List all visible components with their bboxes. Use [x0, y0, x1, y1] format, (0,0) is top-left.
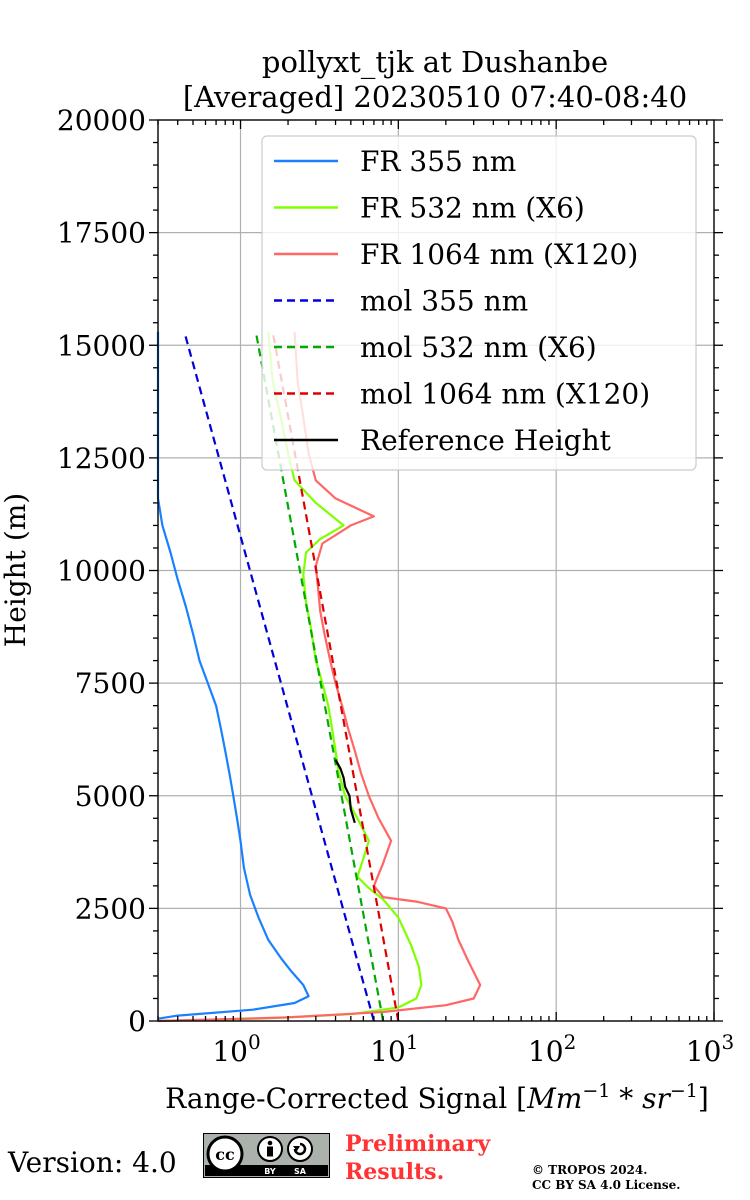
x-tick-label: 100	[212, 1030, 260, 1068]
version-label: Version: 4.0	[8, 1146, 177, 1179]
x-tick-label-base: 10	[528, 1035, 564, 1068]
legend-box	[261, 135, 697, 471]
legend: FR 355 nm FR 532 nm (X6) FR 1064 nm (X120)…	[261, 135, 697, 471]
x-tick-label: 102	[528, 1030, 576, 1068]
x-axis-label-unit: Mm	[526, 1082, 582, 1115]
series-layer	[156, 331, 482, 1023]
x-axis-label-prefix: Range-Corrected Signal [	[165, 1082, 527, 1115]
cc-by-sa-badge: cc BY SA	[203, 1133, 330, 1178]
copyright-line-2: CC BY SA 4.0 License.	[532, 1178, 681, 1192]
chart-title-line-2: [Averaged] 20230510 07:40-08:40	[183, 80, 687, 114]
x-axis-label-mid: * sr	[610, 1082, 671, 1115]
y-tick-label: 5000	[75, 780, 146, 813]
series-line-6	[334, 759, 356, 824]
x-tick-label-exp: 2	[564, 1030, 577, 1054]
legend-label-3: mol 355 nm	[360, 285, 528, 318]
y-tick-label: 2500	[75, 892, 146, 925]
cc-logo-text: cc	[215, 1145, 235, 1164]
legend-label-6: Reference Height	[360, 424, 612, 457]
x-tick-label-base: 10	[212, 1035, 248, 1068]
chart-title-line-1: pollyxt_tjk at Dushanbe	[262, 45, 608, 80]
y-tick-label: 0	[128, 1005, 146, 1038]
badge-by-text: BY	[264, 1167, 276, 1176]
x-tick-label: 103	[686, 1030, 734, 1068]
legend-label-0: FR 355 nm	[360, 145, 516, 178]
series-line-2	[157, 331, 482, 1023]
badge-sa-text: SA	[294, 1167, 307, 1176]
legend-label-1: FR 532 nm (X6)	[360, 192, 585, 225]
x-tick-label: 101	[370, 1030, 418, 1068]
x-tick-label-base: 10	[370, 1035, 406, 1068]
y-tick-label: 20000	[57, 104, 146, 137]
preliminary-line: Preliminary	[345, 1131, 491, 1157]
y-tick-label: 15000	[57, 329, 146, 362]
x-tick-label-exp: 1	[406, 1030, 419, 1054]
y-tick-label: 17500	[57, 217, 146, 250]
legend-label-4: mol 532 nm (X6)	[360, 331, 597, 364]
x-tick-label-base: 10	[686, 1035, 722, 1068]
legend-label-2: FR 1064 nm (X120)	[360, 238, 638, 271]
x-axis-label: Range-Corrected Signal [Mm−1 * sr−1]	[165, 1080, 709, 1115]
x-tick-label-exp: 3	[721, 1030, 734, 1054]
x-axis-label-suffix: ]	[698, 1082, 709, 1115]
y-tick-label: 12500	[57, 442, 146, 475]
x-tick-label-exp: 0	[248, 1030, 261, 1054]
preliminary-results-label: Preliminary Results.	[345, 1130, 490, 1186]
series-line-3	[183, 331, 375, 1022]
copyright-notice: © TROPOS 2024. CC BY SA 4.0 License.	[532, 1163, 680, 1193]
copyright-line-1: © TROPOS 2024.	[532, 1163, 648, 1177]
x-axis-label-exp1: −1	[582, 1080, 610, 1102]
results-line: Results.	[345, 1159, 445, 1185]
sa-arrow-icon	[287, 1136, 313, 1162]
y-tick-label: 7500	[75, 667, 146, 700]
series-line-0	[156, 331, 310, 1020]
y-tick-label: 10000	[57, 555, 146, 588]
tick-labels: 100 101 102 1030250050007500100001250015000…	[57, 104, 734, 1068]
x-axis-label-exp2: −1	[670, 1080, 698, 1102]
ticks	[149, 119, 723, 1022]
y-axis-label: Height (m)	[0, 493, 32, 647]
legend-label-5: mol 1064 nm (X120)	[360, 378, 650, 411]
